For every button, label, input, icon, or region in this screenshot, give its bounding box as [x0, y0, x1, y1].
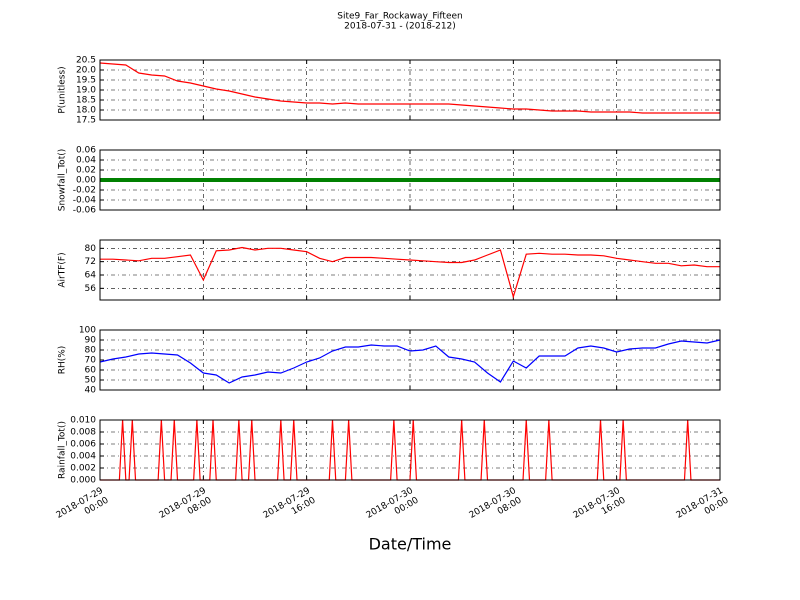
- y-tick-label: 0.004: [70, 452, 96, 462]
- chart-subtitle: 2018-07-31 - (2018-212): [344, 22, 456, 32]
- y-tick-label: -0.06: [73, 206, 97, 216]
- y-tick-label: 0.008: [70, 428, 96, 438]
- y-tick-label: 100: [79, 326, 96, 336]
- y-axis-label: Rainfall_Tot(): [58, 421, 68, 479]
- y-tick-label: 20.5: [76, 56, 96, 66]
- y-tick-label: 0.04: [76, 156, 96, 166]
- data-line: [99, 339, 721, 384]
- y-tick-label: 18.5: [76, 96, 96, 106]
- y-tick-label: 20.0: [76, 66, 96, 76]
- y-axis-label: Snowfall_Tot(): [58, 149, 68, 212]
- y-tick-label: -0.02: [73, 186, 96, 196]
- plot-frame: [99, 149, 721, 211]
- y-axis-label: RH(%): [58, 346, 68, 375]
- x-axis-label: Date/Time: [369, 535, 452, 554]
- y-tick-label: 0.000: [70, 476, 96, 486]
- y-tick-label: 72: [85, 257, 96, 267]
- y-tick-label: 80: [85, 346, 97, 356]
- y-tick-label: 18.0: [76, 106, 96, 116]
- y-tick-label: -0.04: [73, 196, 97, 206]
- plot-frame: [99, 59, 721, 121]
- y-tick-label: 19.0: [76, 86, 96, 96]
- y-tick-label: 80: [85, 244, 97, 254]
- y-tick-label: 0.06: [76, 146, 96, 156]
- y-tick-label: 19.5: [76, 76, 96, 86]
- data-line: [100, 246, 720, 299]
- y-tick-label: 0.02: [76, 166, 96, 176]
- y-tick-label: 50: [85, 376, 97, 386]
- y-axis-label: P(unitless): [58, 66, 68, 113]
- y-axis-label: AirTF(F): [58, 252, 68, 287]
- y-tick-label: 0.00: [76, 176, 96, 186]
- y-tick-label: 40: [85, 386, 97, 396]
- y-tick-label: 0.010: [70, 416, 96, 426]
- y-tick-label: 64: [85, 271, 97, 281]
- y-tick-label: 56: [85, 284, 97, 294]
- y-tick-label: 90: [85, 336, 97, 346]
- y-tick-label: 70: [85, 356, 97, 366]
- y-tick-label: 0.006: [70, 440, 96, 450]
- plot-frame: [99, 419, 721, 481]
- plot-frame: [99, 239, 721, 301]
- y-tick-label: 60: [85, 366, 97, 376]
- chart-title: Site9_Far_Rockaway_Fifteen: [337, 12, 463, 22]
- y-tick-label: 17.5: [76, 116, 96, 126]
- plot-frame: [99, 329, 721, 391]
- y-tick-label: 0.002: [70, 464, 96, 474]
- data-line: [99, 62, 720, 114]
